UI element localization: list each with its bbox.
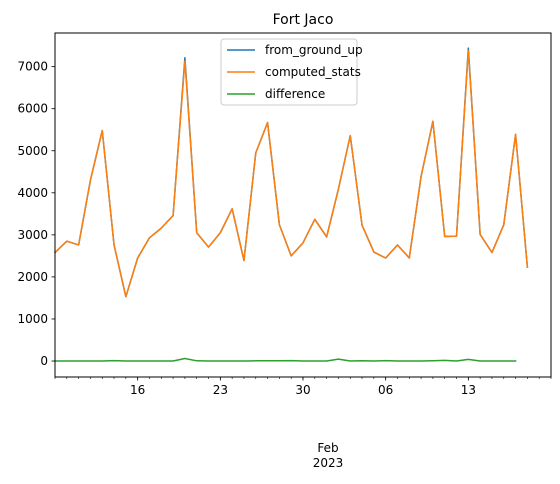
y-tick-label-3000: 3000 [17, 228, 48, 242]
series-layer [53, 47, 529, 362]
x-tick-label-06: 06 [378, 383, 393, 397]
x-axis: 16 23 30 06 13 [54, 377, 552, 397]
y-tick-label-0: 0 [40, 354, 48, 368]
x-tick-label-13: 13 [461, 383, 476, 397]
y-axis: 0 1000 2000 3000 4000 5000 6000 7000 [17, 60, 55, 368]
y-tick-label-4000: 4000 [17, 186, 48, 200]
x-tick-label-23: 23 [213, 383, 228, 397]
legend-label-difference: difference [265, 87, 325, 101]
x-secondary-label-month: Feb [317, 441, 338, 455]
y-tick-label-2000: 2000 [17, 270, 48, 284]
y-tick-label-1000: 1000 [17, 312, 48, 326]
y-tick-label-5000: 5000 [17, 144, 48, 158]
x-tick-label-30: 30 [295, 383, 310, 397]
y-tick-label-6000: 6000 [17, 102, 48, 116]
series-line-computed_stats [53, 49, 529, 298]
series-line-difference [54, 357, 517, 362]
chart-title: Fort Jaco [273, 12, 334, 28]
legend-label-from_ground_up: from_ground_up [265, 43, 363, 57]
x-secondary-label-year: 2023 [313, 456, 344, 470]
x-tick-label-16: 16 [130, 383, 145, 397]
legend-label-computed_stats: computed_stats [265, 65, 361, 79]
legend-frame [220, 38, 358, 106]
legend: from_ground_up computed_stats difference [220, 38, 363, 106]
y-tick-label-7000: 7000 [17, 60, 48, 74]
